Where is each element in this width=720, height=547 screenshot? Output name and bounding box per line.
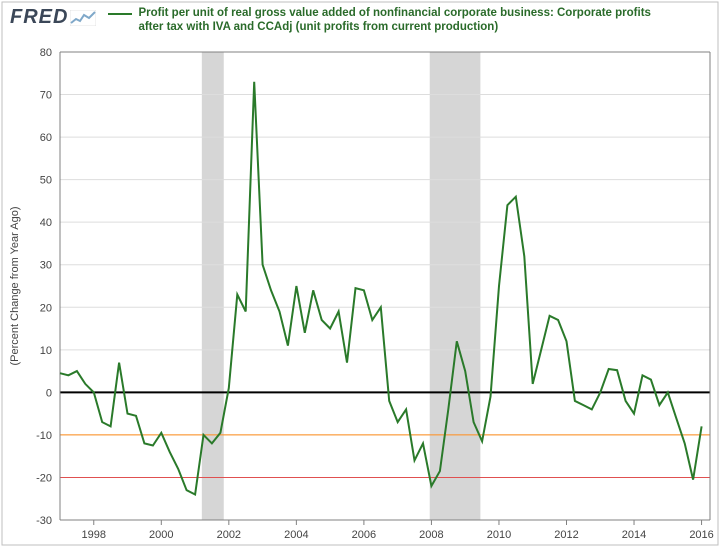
y-tick-label: 0: [46, 387, 52, 399]
x-tick-label: 2010: [487, 529, 511, 541]
recession-band: [430, 52, 481, 520]
y-tick-label: -30: [36, 515, 52, 527]
y-tick-label: 20: [40, 302, 52, 314]
x-tick-label: 1998: [82, 529, 106, 541]
y-tick-label: -20: [36, 472, 52, 484]
x-tick-label: 2012: [554, 529, 578, 541]
y-tick-label: 30: [40, 260, 52, 272]
x-tick-label: 2000: [149, 529, 173, 541]
x-tick-label: 2004: [284, 529, 308, 541]
x-tick-label: 2002: [217, 529, 241, 541]
x-tick-label: 2008: [419, 529, 443, 541]
chart-container: FRED Profit per unit of real gross value…: [0, 0, 720, 547]
y-tick-label: 80: [40, 47, 52, 59]
y-tick-label: 40: [40, 217, 52, 229]
y-tick-label: 70: [40, 90, 52, 102]
y-tick-label: -10: [36, 430, 52, 442]
x-tick-label: 2014: [622, 529, 646, 541]
chart-plot: -30 -20 -10 0 10 20 30 40 50 60 70 80 1998 2000 2002 20…: [0, 0, 720, 547]
data-series-line: [60, 82, 702, 495]
recession-band: [202, 52, 224, 520]
x-tick-label: 2006: [352, 529, 376, 541]
y-tick-label: 60: [40, 132, 52, 144]
y-axis-title: (Percent Change from Year Ago): [9, 207, 21, 366]
y-tick-label: 50: [40, 175, 52, 187]
x-tick-label: 2016: [689, 529, 713, 541]
y-tick-label: 10: [40, 345, 52, 357]
